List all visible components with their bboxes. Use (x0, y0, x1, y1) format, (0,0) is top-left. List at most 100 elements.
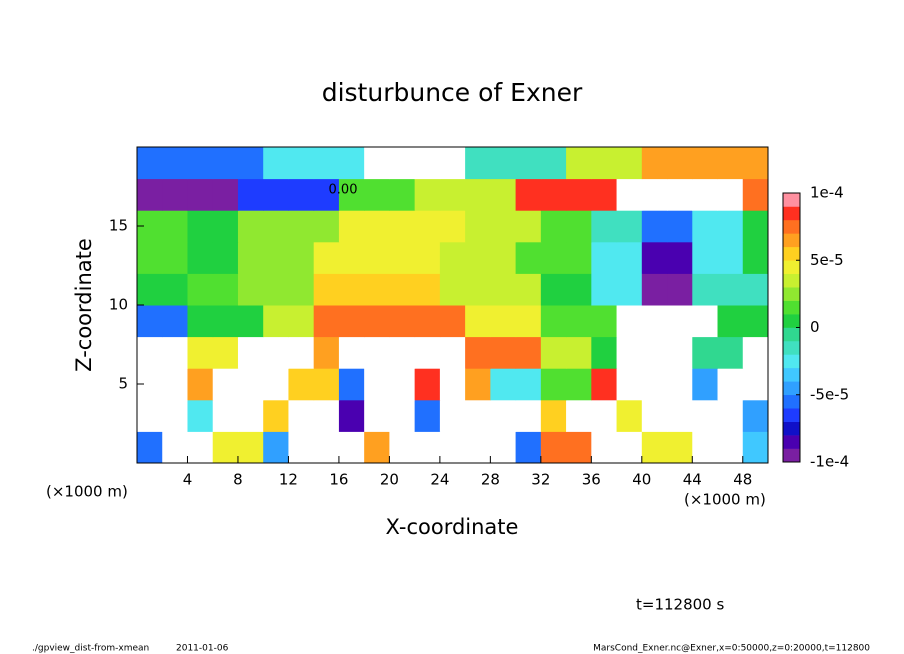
heat-cell (162, 336, 188, 369)
heat-cell (667, 241, 693, 274)
heat-cell (591, 147, 618, 180)
heat-cell (490, 210, 517, 243)
heat-cell (338, 273, 365, 306)
y-tick-label: 5 (118, 375, 128, 393)
heat-cell (692, 273, 719, 306)
heat-cell (313, 210, 340, 243)
heat-cell (389, 399, 416, 432)
heat-cell (465, 336, 491, 369)
heat-cell (212, 305, 239, 338)
y-axis-label: Z-coordinate (72, 238, 96, 372)
heat-cell (187, 210, 214, 243)
heat-cell (667, 210, 693, 243)
heat-cell (490, 336, 517, 369)
heat-cell (490, 147, 517, 180)
heat-cell (288, 431, 315, 464)
heat-cell (439, 241, 466, 274)
chart-title: disturbunce of Exner (322, 78, 583, 107)
heat-cell (137, 431, 163, 464)
time-label: t=112800 s (636, 596, 724, 614)
heat-cell (641, 178, 668, 211)
heat-cell (465, 368, 491, 401)
x-tick-label: 36 (582, 471, 601, 489)
heat-cell (566, 305, 592, 338)
heat-cell (515, 399, 542, 432)
heat-cell (263, 210, 289, 243)
heat-cell (364, 147, 390, 180)
heat-cell (187, 431, 214, 464)
heat-cell (137, 273, 163, 306)
heat-cell (263, 431, 289, 464)
heat-cell (692, 399, 719, 432)
heat-cell (717, 305, 744, 338)
heat-cell (439, 336, 466, 369)
heat-cell (692, 336, 719, 369)
heat-cell (137, 336, 163, 369)
heat-cell (439, 305, 466, 338)
heat-cell (237, 399, 264, 432)
heat-cell (414, 178, 441, 211)
heat-cell (717, 147, 744, 180)
heat-cell (364, 178, 390, 211)
colorbar-tick-label: -1e-4 (810, 453, 849, 471)
heat-cell (414, 399, 441, 432)
heat-cell (389, 305, 416, 338)
heat-cell (187, 241, 214, 274)
heat-cell (313, 273, 340, 306)
heat-cell (389, 368, 416, 401)
heat-cell (465, 147, 491, 180)
heat-cell (566, 178, 592, 211)
colorbar-bin (783, 193, 800, 207)
heat-cell (439, 431, 466, 464)
heat-cell (187, 368, 214, 401)
colorbar-bin (783, 421, 800, 436)
heat-cell (591, 178, 618, 211)
heat-cell (364, 336, 390, 369)
heat-cell (389, 336, 416, 369)
heat-cell (237, 241, 264, 274)
heat-cell (187, 273, 214, 306)
heat-cell (641, 210, 668, 243)
heat-cell (364, 431, 390, 464)
heat-cell (187, 336, 214, 369)
heat-cell (364, 273, 390, 306)
heat-cell (313, 368, 340, 401)
heat-cell (187, 147, 214, 180)
heat-cell (566, 210, 592, 243)
heat-cell (465, 399, 491, 432)
heat-cell (187, 399, 214, 432)
heat-cell (162, 178, 188, 211)
heat-cell (212, 210, 239, 243)
heat-cell (667, 368, 693, 401)
heat-cell (439, 399, 466, 432)
x-axis-label: X-coordinate (386, 515, 519, 539)
heat-cell (288, 147, 315, 180)
heat-cell (742, 210, 769, 243)
heat-cell (616, 210, 643, 243)
footer-source: MarsCond_Exner.nc@Exner,x=0:50000,z=0:20… (593, 644, 870, 654)
heat-cell (566, 431, 592, 464)
heat-cell (566, 368, 592, 401)
heat-cell (616, 368, 643, 401)
heat-cell (465, 305, 491, 338)
heat-cell (389, 210, 416, 243)
heat-cell (162, 399, 188, 432)
heat-cell (616, 241, 643, 274)
heat-cell (364, 305, 390, 338)
heat-cell (465, 210, 491, 243)
x-tick-label: 24 (430, 471, 449, 489)
heat-cell (540, 368, 567, 401)
heat-cell (389, 273, 416, 306)
heat-cell (389, 178, 416, 211)
colorbar-bin (783, 367, 800, 382)
footer-script: ./gpview_dist-from-xmean (32, 644, 149, 654)
heat-cell (414, 210, 441, 243)
x-tick-label: 4 (183, 471, 193, 489)
heat-cell (515, 305, 542, 338)
heat-cell (465, 241, 491, 274)
colorbar-bin (783, 287, 800, 301)
heat-cell (263, 273, 289, 306)
heat-cell (439, 368, 466, 401)
heat-cell (414, 368, 441, 401)
heat-cell (338, 241, 365, 274)
